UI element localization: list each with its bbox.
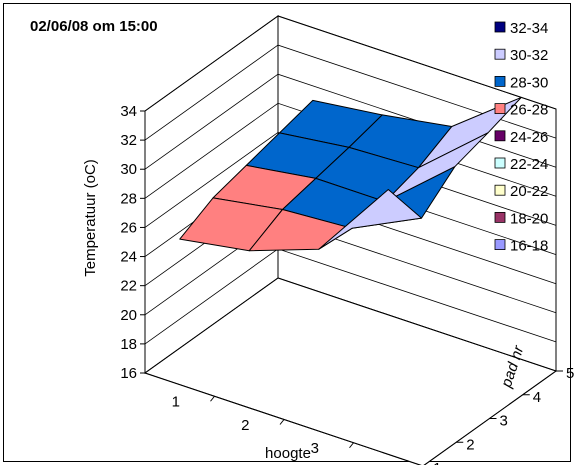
z-tick-label: 16 — [120, 365, 137, 382]
gridline-z-26 — [144, 131, 557, 228]
gridline-z-32 — [144, 44, 557, 141]
z-tick-label: 20 — [120, 307, 137, 324]
legend: 32-34 30-32 28-30 26-28 24-26 22-24 20-22 18-20… — [494, 20, 548, 255]
x-tick — [349, 442, 354, 449]
y-tick-label: 2 — [466, 436, 474, 453]
z-tick-label: 24 — [120, 249, 137, 266]
surface-patch — [318, 189, 422, 250]
chart-title: 02/06/08 om 15:00 — [30, 18, 158, 35]
legend-label: 24-26 — [510, 129, 548, 146]
z-axis-label: Temperatuur (oC) — [82, 159, 99, 277]
z-tick-label: 32 — [120, 132, 137, 149]
legend-swatch — [494, 157, 506, 169]
z-tick-label: 26 — [120, 219, 137, 236]
legend-label: 32-34 — [510, 20, 548, 37]
legend-swatch — [494, 130, 506, 142]
legend-label: 28-30 — [510, 74, 548, 91]
x-tick — [210, 395, 215, 402]
y-tick-label: 1 — [433, 460, 441, 465]
x-axis-label: hoogte — [265, 445, 311, 462]
legend-swatch — [494, 184, 506, 196]
chart-axes: 16182022242628303234123412345 — [120, 103, 574, 465]
y-tick-label: 3 — [500, 413, 508, 430]
legend-swatch — [494, 103, 506, 114]
y-tick-label: 5 — [566, 365, 574, 382]
legend-swatch — [494, 239, 506, 251]
legend-label: 18-20 — [510, 210, 548, 227]
legend-label: 20-22 — [510, 183, 548, 200]
legend-swatch — [494, 211, 506, 223]
legend-label: 26-28 — [510, 102, 548, 119]
x-tick-label: 4 — [380, 463, 388, 465]
legend-label: 30-32 — [510, 47, 548, 64]
legend-swatch — [494, 76, 506, 87]
legend-swatch — [494, 48, 506, 60]
z-tick-label: 28 — [120, 190, 137, 207]
z-tick-label: 34 — [120, 103, 137, 120]
z-tick-label: 30 — [120, 161, 137, 178]
legend-label: 22-24 — [510, 156, 548, 173]
surface-plot — [179, 96, 522, 252]
z-tick-label: 22 — [120, 278, 137, 295]
x-tick-label: 3 — [311, 440, 319, 457]
gridline-z-16 — [144, 277, 557, 374]
x-tick-label: 1 — [172, 394, 180, 411]
x-tick-label: 2 — [241, 417, 249, 434]
gridline-z-28 — [144, 102, 557, 199]
x-tick — [279, 419, 285, 425]
z-tick-label: 18 — [120, 336, 137, 353]
gridline-z-34 — [144, 15, 557, 112]
legend-swatch — [494, 21, 506, 33]
y-tick-label: 4 — [533, 389, 541, 406]
legend-label: 16-18 — [510, 238, 548, 255]
